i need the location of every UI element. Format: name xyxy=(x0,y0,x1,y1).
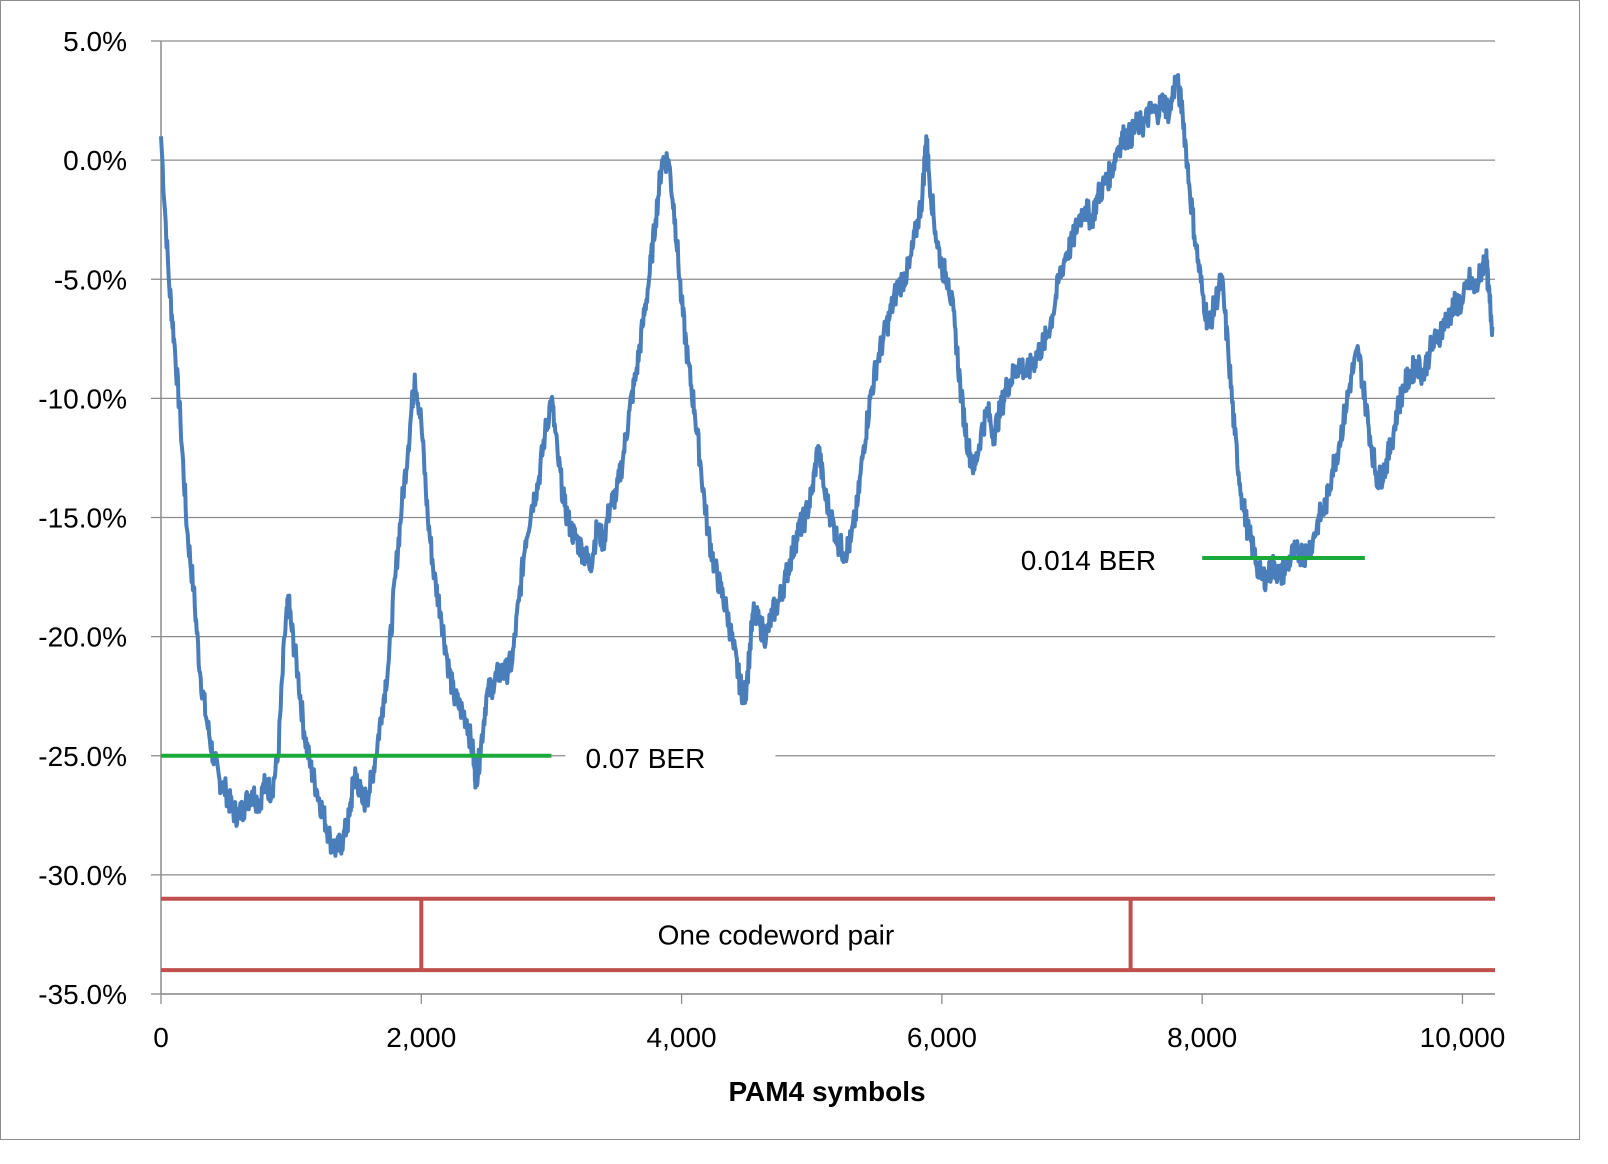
y-tick-label: -25.0% xyxy=(38,741,127,772)
x-tick-label: 10,000 xyxy=(1420,1022,1506,1053)
ber-label-0014: 0.014 BER xyxy=(1021,545,1156,576)
y-tick-label: 0.0% xyxy=(63,145,127,176)
y-tick-label: -35.0% xyxy=(38,979,127,1010)
axes xyxy=(151,40,1495,1004)
x-tick-labels: 0 2,000 4,000 6,000 8,000 10,000 xyxy=(153,1022,1505,1053)
y-tick-label: -10.0% xyxy=(38,383,127,414)
y-tick-label: -15.0% xyxy=(38,503,127,534)
x-tick-label: 4,000 xyxy=(647,1022,717,1053)
series-layer xyxy=(159,73,1495,858)
y-tick-label: -20.0% xyxy=(38,622,127,653)
line-chart: 5.0% 0.0% -5.0% -10.0% -15.0% -20.0% -25.0% -30… xyxy=(38,26,1505,1107)
y-tick-labels: 5.0% 0.0% -5.0% -10.0% -15.0% -20.0% -25.0% -30… xyxy=(38,26,127,1010)
x-tick-label: 0 xyxy=(153,1022,169,1053)
label-backdrop xyxy=(565,733,776,778)
y-tick-label: -30.0% xyxy=(38,860,127,891)
chart-frame: 5.0% 0.0% -5.0% -10.0% -15.0% -20.0% -25.0% -30… xyxy=(0,0,1580,1140)
x-tick-label: 2,000 xyxy=(386,1022,456,1053)
ber-label-007: 0.07 BER xyxy=(585,743,705,774)
y-tick-label: -5.0% xyxy=(54,264,127,295)
y-tick-label: 5.0% xyxy=(63,26,127,57)
x-tick-label: 6,000 xyxy=(907,1022,977,1053)
x-axis-label: PAM4 symbols xyxy=(728,1076,925,1107)
codeword-pair-label: One codeword pair xyxy=(658,919,895,950)
series-line xyxy=(159,73,1495,858)
annotations-layer: 0.07 BER 0.014 BER One codeword pair xyxy=(161,545,1495,973)
x-tick-label: 8,000 xyxy=(1167,1022,1237,1053)
